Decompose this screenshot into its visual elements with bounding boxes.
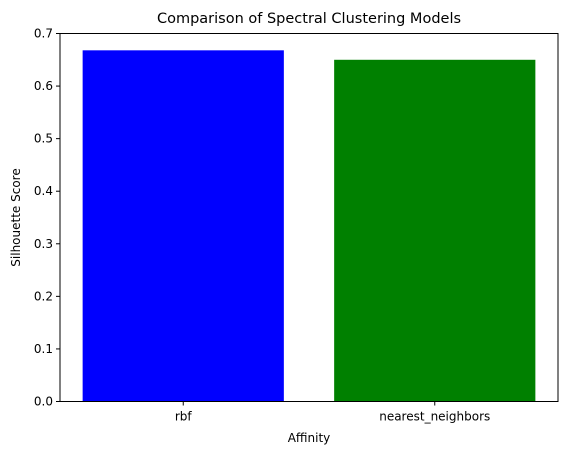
bar-nearest-neighbors bbox=[334, 59, 536, 402]
y-tick-label: 0.0 bbox=[34, 395, 53, 409]
x-axis-label: Affinity bbox=[288, 431, 331, 445]
bars bbox=[82, 50, 536, 402]
plot-area-frame bbox=[59, 33, 559, 402]
bar-rbf bbox=[82, 50, 284, 402]
y-tick-label: 0.7 bbox=[34, 27, 53, 41]
x-tick-label: nearest_neighbors bbox=[379, 410, 490, 424]
x-tick-label: rbf bbox=[175, 410, 193, 424]
y-axis-label: Silhouette Score bbox=[9, 168, 23, 266]
y-tick-label: 0.2 bbox=[34, 289, 53, 303]
x-axis-ticks: rbf nearest_neighbors bbox=[175, 401, 490, 424]
y-axis-ticks: 0.0 0.1 0.2 0.3 0.4 0.5 0.6 0.7 bbox=[34, 27, 60, 409]
y-tick-label: 0.5 bbox=[34, 132, 53, 146]
y-tick-label: 0.4 bbox=[34, 184, 53, 198]
y-tick-label: 0.3 bbox=[34, 237, 53, 251]
chart-title: Comparison of Spectral Clustering Models bbox=[157, 11, 461, 27]
y-tick-label: 0.6 bbox=[34, 79, 53, 93]
y-tick-label: 0.1 bbox=[34, 342, 53, 356]
